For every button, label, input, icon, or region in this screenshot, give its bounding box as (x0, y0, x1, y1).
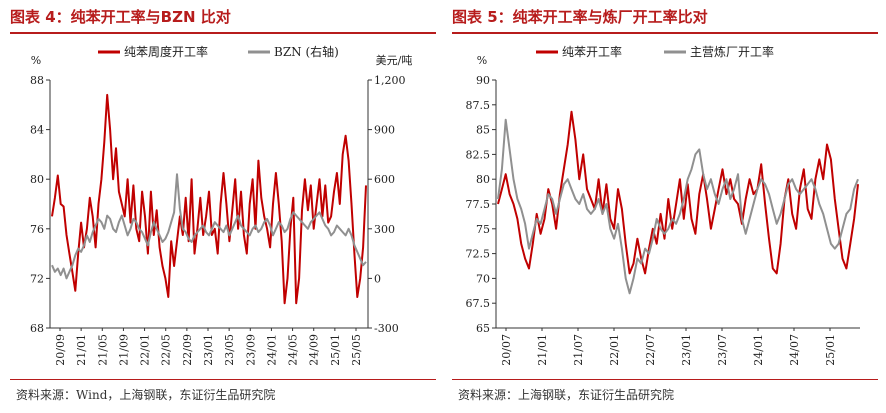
x-tick-label: 24/05 (287, 334, 300, 366)
legend-label: 纯苯周度开工率 (124, 44, 208, 59)
left-unit-label: % (477, 54, 487, 67)
left-tick-label: 88 (30, 74, 44, 87)
chart-svg: 88 84 80 76 72 68% 1,200 900 600 300 0 -300 美元/吨 20/0… (30, 44, 413, 366)
x-tick-label: 23/05 (223, 334, 236, 366)
left-tick-label: 82.5 (466, 148, 491, 161)
left-tick-label: 84 (30, 124, 44, 137)
left-tick-label: 85 (476, 124, 490, 137)
chart-title: 图表 4：纯苯开工率与BZN 比对 (10, 8, 231, 26)
x-tick-label: 24/01 (752, 334, 765, 366)
left-tick-label: 80 (30, 173, 44, 186)
x-tick-label: 21/05 (96, 334, 109, 366)
x-tick-label: 23/09 (244, 334, 257, 366)
x-tick-label: 20/07 (500, 334, 513, 366)
left-tick-label: 80 (476, 173, 490, 186)
x-tick-label: 25/01 (329, 334, 342, 366)
left-tick-label: 76 (30, 223, 44, 236)
left-tick-label: 67.5 (466, 297, 491, 310)
x-tick-label: 24/09 (308, 334, 321, 366)
x-tick-label: 23/07 (716, 334, 729, 366)
chart-panel-right: 图表 5：纯苯开工率与炼厂开工率比对 90 87.5 85 82.5 80 77.5 75 7… (452, 0, 882, 413)
left-tick-label: 72.5 (466, 248, 491, 261)
series-line (51, 173, 367, 280)
x-tick-label: 23/01 (202, 334, 215, 366)
series-line (497, 118, 859, 295)
left-tick-label: 77.5 (466, 198, 491, 211)
right-tick-label: 600 (374, 173, 395, 186)
x-tick-label: 25/05 (350, 334, 363, 366)
chart-title: 图表 5：纯苯开工率与炼厂开工率比对 (452, 8, 708, 26)
series-line (497, 110, 859, 275)
source-note: 资料来源：Wind，上海钢联，东证衍生品研究院 (16, 388, 276, 402)
series-line (51, 93, 367, 305)
x-tick-label: 25/01 (824, 334, 837, 366)
right-tick-label: -300 (374, 322, 399, 335)
x-tick-label: 23/01 (680, 334, 693, 366)
x-tick-label: 21/01 (75, 334, 88, 366)
legend-label: 主营炼厂开工率 (690, 44, 774, 59)
chart-svg: 90 87.5 85 82.5 80 77.5 75 72.5 70 67.5 65% 20/07 21… (466, 44, 860, 366)
legend-label: BZN (右轴) (274, 44, 339, 59)
left-tick-label: 87.5 (466, 99, 491, 112)
right-unit-label: 美元/吨 (376, 54, 413, 67)
left-tick-label: 65 (476, 322, 490, 335)
title-rule (10, 32, 436, 34)
x-tick-label: 21/01 (536, 334, 549, 366)
bottom-rule (10, 379, 436, 380)
title-rule (452, 32, 878, 34)
x-tick-label: 24/07 (788, 334, 801, 366)
right-tick-label: 300 (374, 223, 395, 236)
x-tick-label: 22/01 (608, 334, 621, 366)
legend-label: 纯苯开工率 (562, 44, 622, 59)
left-unit-label: % (31, 54, 41, 67)
x-tick-label: 20/09 (54, 334, 67, 366)
source-note: 资料来源：上海钢联，东证衍生品研究院 (458, 388, 675, 402)
right-tick-label: 1,200 (374, 74, 406, 87)
left-tick-label: 70 (476, 272, 490, 285)
x-tick-label: 22/07 (644, 334, 657, 366)
left-tick-label: 75 (476, 223, 490, 236)
chart-panel-left: 图表 4：纯苯开工率与BZN 比对 88 84 80 76 72 68% 1,200 900 6… (10, 0, 440, 413)
x-tick-label: 22/05 (160, 334, 173, 366)
x-tick-label: 22/01 (139, 334, 152, 366)
bottom-rule (452, 379, 878, 380)
left-tick-label: 72 (30, 272, 44, 285)
x-tick-label: 24/01 (265, 334, 278, 366)
left-tick-label: 90 (476, 74, 490, 87)
right-tick-label: 0 (374, 272, 381, 285)
left-tick-label: 68 (30, 322, 44, 335)
x-tick-label: 21/09 (117, 334, 130, 366)
right-tick-label: 900 (374, 124, 395, 137)
x-tick-label: 22/09 (181, 334, 194, 366)
x-tick-label: 21/07 (572, 334, 585, 366)
